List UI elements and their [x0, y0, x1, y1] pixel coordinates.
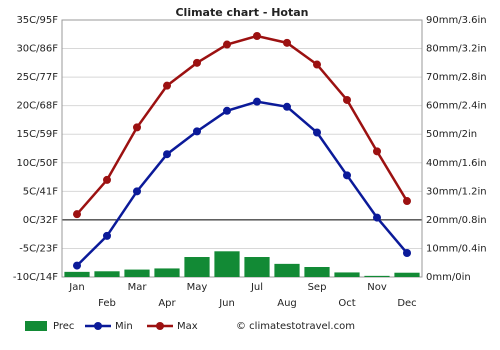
y-tick-label: 25C/77F	[16, 72, 58, 83]
y2-tick-label: 80mm/3.2in	[426, 44, 487, 55]
source: © climatestotravel.com	[236, 321, 355, 332]
temp-point	[283, 102, 291, 111]
precip-bar	[304, 267, 330, 277]
x-tick-label: Jun	[218, 298, 235, 309]
x-tick-label: Nov	[367, 282, 387, 293]
temp-point	[253, 97, 261, 106]
plot-frame	[61, 19, 423, 278]
y2-tick-label: 10mm/0.4in	[426, 243, 487, 254]
precip-bar	[64, 271, 90, 277]
temp-point	[373, 147, 381, 156]
y2-tick-label: 90mm/3.6in	[426, 15, 487, 26]
y2-tick-label: 70mm/2.8in	[426, 72, 487, 83]
temp-point	[73, 261, 81, 270]
chart-title: Climate chart - Hotan	[175, 6, 308, 19]
precip-bar	[214, 251, 240, 277]
temp-point	[403, 249, 411, 258]
temp-line	[76, 34, 409, 216]
legend-dot	[156, 322, 164, 330]
temp-point	[313, 60, 321, 69]
y-tick-label: 30C/86F	[16, 44, 58, 55]
y2-tick-label: 30mm/1.2in	[426, 186, 487, 197]
temp-point	[133, 123, 141, 132]
temp-point	[193, 127, 201, 136]
temp-line	[76, 100, 408, 267]
legend-label: Max	[177, 321, 198, 332]
y-tick-label: 15C/59F	[16, 129, 58, 140]
precip-bar	[334, 272, 360, 277]
temp-point	[193, 58, 201, 67]
temp-point	[223, 40, 231, 49]
temp-point	[403, 197, 411, 206]
y-tick-label: -5C/23F	[19, 243, 58, 254]
legend-swatch	[25, 321, 47, 331]
legend-dot	[94, 322, 102, 330]
y-tick-label: 10C/50F	[16, 158, 58, 169]
y2-tick-label: 60mm/2.4in	[426, 101, 487, 112]
y-tick-label: 20C/68F	[16, 101, 58, 112]
y-tick-label: 35C/95F	[16, 15, 58, 26]
y-tick-label: 5C/41F	[23, 186, 58, 197]
precip-bar	[394, 272, 420, 277]
precip-bar	[244, 257, 270, 277]
temp-point	[133, 187, 141, 196]
temp-point	[343, 95, 351, 104]
temp-point	[253, 31, 261, 40]
y-tick-label: -10C/14F	[13, 272, 58, 283]
x-tick-label: Mar	[128, 282, 148, 293]
temp-point	[373, 213, 381, 222]
temp-point	[283, 38, 291, 47]
x-tick-label: Dec	[397, 298, 416, 309]
temp-point	[73, 210, 81, 219]
temp-point	[163, 81, 171, 90]
x-tick-label: Aug	[277, 298, 297, 309]
precip-bar	[124, 269, 150, 277]
precip-bar	[154, 268, 180, 277]
x-tick-label: Jul	[250, 282, 263, 293]
legend-label: Prec	[53, 321, 74, 332]
precip-bar	[94, 271, 120, 277]
x-tick-label: Apr	[158, 298, 176, 309]
precip-bar	[364, 275, 390, 277]
x-tick-label: May	[187, 282, 208, 293]
temp-point	[103, 175, 111, 184]
y-tick-label: 0C/32F	[23, 215, 58, 226]
x-tick-label: Sep	[308, 282, 327, 293]
y2-tick-label: 40mm/1.6in	[426, 158, 487, 169]
x-tick-label: Oct	[338, 298, 355, 309]
temp-point	[103, 231, 111, 240]
temp-point	[223, 106, 231, 115]
y2-tick-label: 50mm/2in	[426, 129, 477, 140]
precip-bar	[274, 263, 300, 277]
temp-point	[163, 150, 171, 159]
precip-bar	[184, 257, 210, 277]
legend-label: Min	[115, 321, 133, 332]
x-tick-label: Feb	[98, 298, 116, 309]
temp-point	[313, 128, 321, 137]
x-tick-label: Jan	[68, 282, 84, 293]
temp-point	[343, 171, 351, 180]
y2-tick-label: 0mm/0in	[426, 272, 471, 283]
y2-tick-label: 20mm/0.8in	[426, 215, 487, 226]
